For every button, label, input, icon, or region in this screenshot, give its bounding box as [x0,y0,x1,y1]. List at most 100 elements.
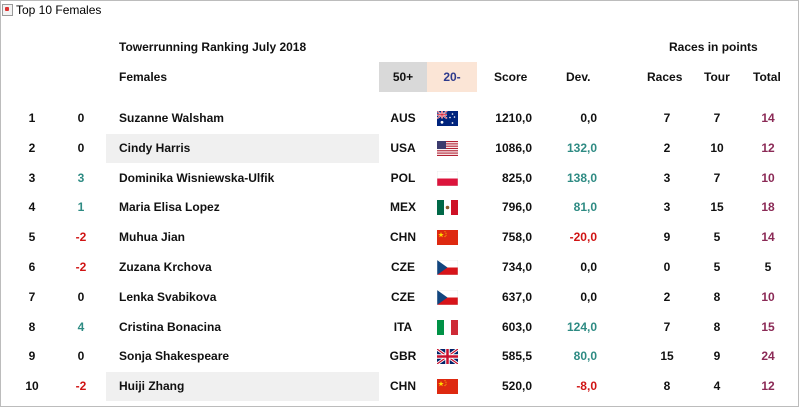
header-dev: Dev. [566,70,591,84]
deviation-cell: 132,0 [566,140,597,155]
score-cell: 1086,0 [495,140,532,155]
rank-cell: 4 [28,200,36,215]
deviation-cell: 80,0 [573,349,597,364]
header-races: Races [647,70,683,84]
table-row: 9 0 Sonja Shakespeare GBR 585,5 80,0 15 9 24 [0,342,799,371]
tour-cell: 7 [713,170,721,185]
rank-cell: 10 [25,379,39,394]
athlete-name: Cindy Harris [119,140,191,155]
races-cell: 3 [663,200,671,215]
table-row: 10 -2 Huiji Zhang CHN 520,0 -8,0 8 4 12 [0,372,799,402]
deviation-cell: 0,0 [580,289,597,304]
score-cell: 637,0 [501,289,532,304]
deviation-cell: 81,0 [573,200,597,215]
gb-flag-icon [437,349,458,365]
score-cell: 825,0 [501,170,532,185]
races-cell: 2 [663,289,671,304]
races-cell: 8 [663,379,671,394]
country-code: CZE [391,260,415,274]
rank-cell: 8 [28,319,36,334]
rank-cell: 9 [28,349,36,364]
races-cell: 9 [663,230,671,245]
score-cell: 734,0 [501,260,532,274]
deviation-cell: 124,0 [566,319,597,334]
cn-flag-icon [437,379,458,395]
table-row: 4 1 Maria Elisa Lopez MEX 796,0 81,0 3 15 18 [0,193,799,222]
total-cell: 12 [761,140,775,155]
rank-change-cell: -2 [75,379,87,394]
athlete-name: Muhua Jian [119,230,186,245]
name-highlight-bg [106,372,379,402]
rank-change-cell: 3 [77,170,85,185]
rank-change-cell: 4 [77,319,85,334]
tour-cell: 8 [713,319,721,334]
total-cell: 12 [761,379,775,394]
total-cell: 5 [764,260,772,274]
tour-cell: 8 [713,289,721,304]
total-cell: 10 [761,170,775,185]
country-code: POL [390,170,416,185]
athlete-name: Lenka Svabikova [119,289,217,304]
rank-change-cell: -2 [75,260,87,274]
athlete-name: Maria Elisa Lopez [119,200,220,215]
total-cell: 18 [761,200,775,215]
races-in-points-label: Races in points [669,40,758,54]
total-cell: 14 [761,111,775,125]
total-cell: 15 [761,319,775,334]
deviation-cell: -20,0 [569,230,597,245]
rank-cell: 7 [28,289,36,304]
header-tour: Tour [704,70,730,84]
rank-cell: 2 [28,140,36,155]
age20-column-header-bg [427,62,477,92]
deviation-cell: 0,0 [580,111,597,125]
score-cell: 603,0 [501,319,532,334]
tour-cell: 9 [713,349,721,364]
rank-change-cell: -2 [75,230,87,245]
table-row: 1 0 Suzanne Walsham AUS 1210,0 0,0 7 7 14 [0,104,799,133]
score-cell: 585,5 [501,349,532,364]
races-cell: 15 [660,349,674,364]
table-row: 2 0 Cindy Harris USA 1086,0 132,0 2 10 12 [0,133,799,163]
header-age50: 50+ [392,70,414,84]
cz-flag-icon [437,260,458,275]
athlete-name: Sonja Shakespeare [119,349,230,364]
header-score: Score [494,70,528,84]
cn-flag-icon [437,230,458,246]
age50-column-header-bg [379,62,427,92]
deviation-cell: -8,0 [576,379,597,394]
header-total: Total [753,70,781,84]
tour-cell: 4 [713,379,721,394]
races-cell: 2 [663,140,671,155]
cz-flag-icon [437,289,458,305]
tour-cell: 5 [713,260,721,274]
total-cell: 24 [761,349,775,364]
country-code: CHN [390,230,416,245]
athlete-name: Huiji Zhang [119,379,185,394]
country-code: CHN [390,379,416,394]
races-cell: 7 [663,111,671,125]
table-row: 3 3 Dominika Wisniewska-Ulfik POL 825,0 138,0… [0,164,799,193]
tour-cell: 10 [710,140,724,155]
name-highlight-bg [106,133,379,163]
header-age20: 20- [443,70,461,84]
tour-cell: 5 [713,230,721,245]
deviation-cell: 0,0 [580,260,597,274]
rank-change-cell: 0 [77,289,85,304]
races-cell: 3 [663,170,671,185]
au-flag-icon [437,111,458,126]
tour-cell: 7 [713,111,721,125]
table-row: 6 -2 Zuzana Krchova CZE 734,0 0,0 0 5 5 [0,253,799,282]
it-flag-icon [437,319,458,335]
athlete-name: Zuzana Krchova [119,260,212,274]
athlete-name: Suzanne Walsham [119,111,224,125]
score-cell: 520,0 [501,379,532,394]
rank-change-cell: 1 [77,200,85,215]
page-title: Towerrunning Ranking July 2018 [119,40,307,54]
country-code: ITA [393,319,413,334]
header-females: Females [119,70,168,84]
deviation-cell: 138,0 [566,170,597,185]
rank-cell: 5 [28,230,36,245]
total-cell: 14 [761,230,775,245]
pl-flag-icon [437,170,458,186]
table-row: 5 -2 Muhua Jian CHN 758,0 -20,0 9 5 14 [0,223,799,252]
